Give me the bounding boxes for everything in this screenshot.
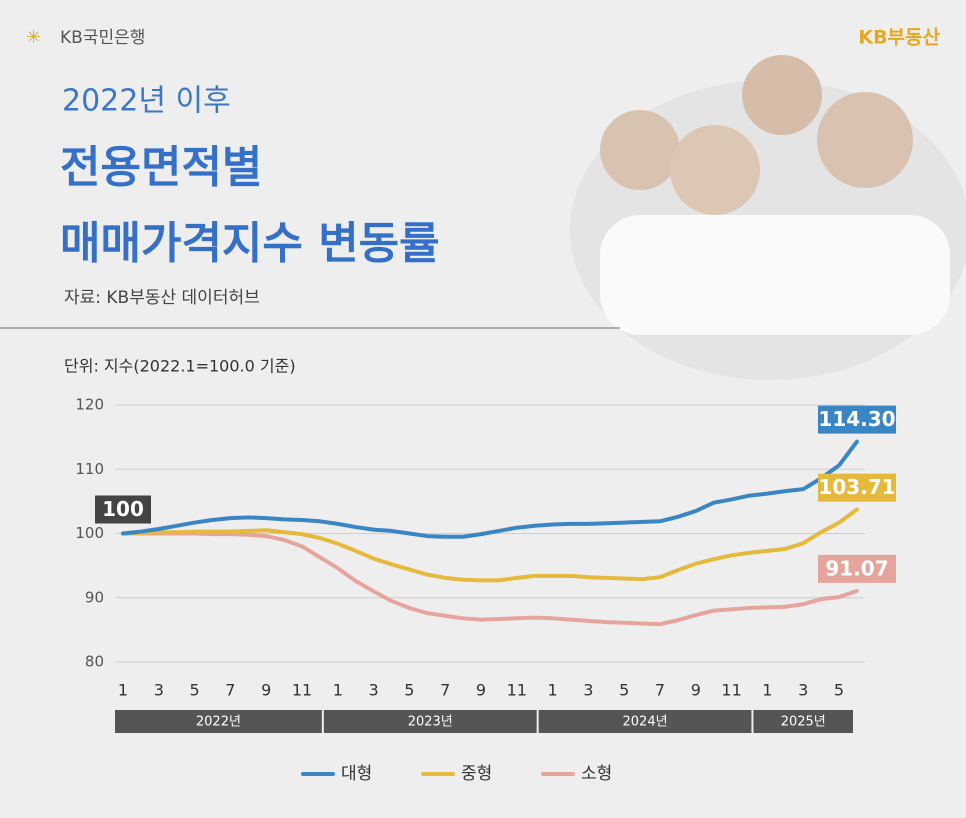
value-label: 103.71 [818, 475, 895, 499]
x-tick-label: 9 [476, 681, 486, 700]
value-label: 100 [102, 497, 144, 521]
x-tick-label: 5 [619, 681, 629, 700]
x-tick-label: 1 [762, 681, 772, 700]
y-tick-label: 100 [75, 524, 104, 542]
year-label: 2022년 [196, 715, 241, 730]
x-tick-label: 3 [369, 681, 379, 700]
year-band [538, 710, 752, 733]
x-tick-label: 7 [225, 681, 235, 700]
year-label: 2024년 [623, 715, 668, 730]
year-band [115, 710, 322, 733]
bank-logo: KB국민은행 [60, 28, 145, 48]
x-tick-label: 5 [404, 681, 414, 700]
x-tick-label: 11 [292, 681, 312, 700]
x-tick-label: 1 [333, 681, 343, 700]
year-label: 2025년 [781, 715, 826, 730]
x-tick-label: 9 [691, 681, 701, 700]
x-tick-label: 3 [798, 681, 808, 700]
value-label-box [818, 473, 896, 502]
y-tick-label: 120 [75, 396, 104, 414]
brand: KB부동산 [858, 27, 940, 49]
x-tick-label: 1 [548, 681, 558, 700]
x-tick-label: 9 [261, 681, 271, 700]
title-line: 2022년 이후 [62, 84, 231, 119]
bank-logo-mark: ✳ [26, 27, 41, 48]
x-tick-label: 5 [190, 681, 200, 700]
series-line [121, 439, 859, 539]
x-tick-label: 11 [721, 681, 741, 700]
unit-note: 단위: 지수(2022.1=100.0 기준) [64, 357, 296, 376]
series-line [121, 507, 859, 583]
value-label-box [95, 495, 151, 524]
legend-label: 대형 [341, 764, 372, 784]
value-label: 114.30 [818, 407, 895, 431]
value-label-box [818, 554, 896, 583]
x-tick-label: 7 [655, 681, 665, 700]
title-line: 전용면적별 [60, 142, 262, 193]
photo-placeholder [570, 55, 966, 380]
y-tick-label: 110 [75, 460, 104, 478]
value-label-box [818, 405, 896, 434]
source: 자료: KB부동산 데이터허브 [64, 288, 260, 308]
legend-label: 중형 [461, 764, 492, 784]
year-band [753, 710, 853, 733]
year-band [323, 710, 537, 733]
title-line: 매매가격지수 변동률 [60, 218, 440, 269]
x-tick-label: 11 [507, 681, 527, 700]
x-tick-label: 5 [834, 681, 844, 700]
value-label: 91.07 [825, 556, 888, 580]
y-tick-label: 80 [85, 653, 104, 671]
series-line [121, 531, 859, 627]
y-tick-label: 90 [85, 588, 104, 606]
x-tick-label: 3 [154, 681, 164, 700]
legend-label: 소형 [581, 764, 612, 784]
year-label: 2023년 [408, 715, 453, 730]
x-tick-label: 7 [440, 681, 450, 700]
x-tick-label: 1 [118, 681, 128, 700]
x-tick-label: 3 [583, 681, 593, 700]
